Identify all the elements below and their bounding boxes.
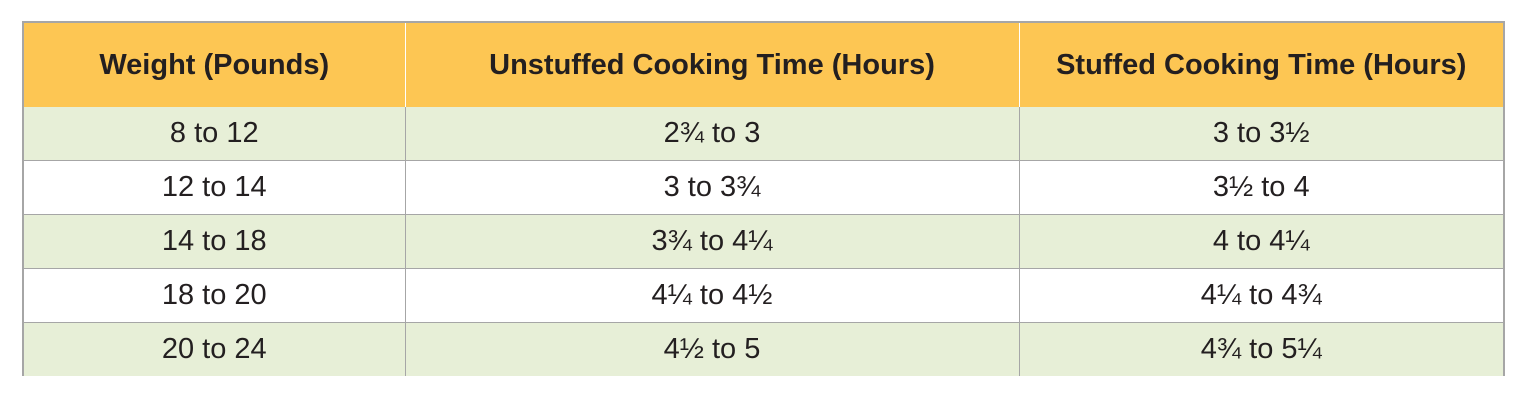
stuffed-time-cell: 3½ to 4 xyxy=(1018,160,1503,215)
header-unstuffed-time: Unstuffed Cooking Time (Hours) xyxy=(404,23,1019,107)
unstuffed-time-cell: 3 to 3¾ xyxy=(404,160,1019,215)
table-row: 18 to 20 4¼ to 4½ 4¼ to 4¾ xyxy=(24,268,1503,323)
stuffed-time-cell: 3 to 3½ xyxy=(1018,107,1503,161)
weight-cell: 20 to 24 xyxy=(24,322,405,376)
stuffed-time-cell: 4 to 4¼ xyxy=(1018,214,1503,269)
unstuffed-time-cell: 4½ to 5 xyxy=(404,322,1019,376)
stuffed-time-cell: 4¾ to 5¼ xyxy=(1018,322,1503,376)
weight-cell: 14 to 18 xyxy=(24,214,405,269)
table-row: 14 to 18 3¾ to 4¼ 4 to 4¼ xyxy=(24,214,1503,269)
unstuffed-time-cell: 2¾ to 3 xyxy=(404,107,1019,161)
table-row: 12 to 14 3 to 3¾ 3½ to 4 xyxy=(24,160,1503,215)
weight-cell: 8 to 12 xyxy=(24,107,405,161)
cooking-time-table-frame: Weight (Pounds) Unstuffed Cooking Time (… xyxy=(22,21,1505,376)
weight-cell: 12 to 14 xyxy=(24,160,405,215)
table-row: 20 to 24 4½ to 5 4¾ to 5¼ xyxy=(24,322,1503,376)
unstuffed-time-cell: 4¼ to 4½ xyxy=(404,268,1019,323)
unstuffed-time-cell: 3¾ to 4¼ xyxy=(404,214,1019,269)
stuffed-time-cell: 4¼ to 4¾ xyxy=(1018,268,1503,323)
header-stuffed-time: Stuffed Cooking Time (Hours) xyxy=(1018,23,1503,107)
table-row: 8 to 12 2¾ to 3 3 to 3½ xyxy=(24,107,1503,161)
cooking-time-table: Weight (Pounds) Unstuffed Cooking Time (… xyxy=(24,23,1503,376)
header-row: Weight (Pounds) Unstuffed Cooking Time (… xyxy=(24,23,1503,107)
header-weight: Weight (Pounds) xyxy=(24,23,405,107)
weight-cell: 18 to 20 xyxy=(24,268,405,323)
